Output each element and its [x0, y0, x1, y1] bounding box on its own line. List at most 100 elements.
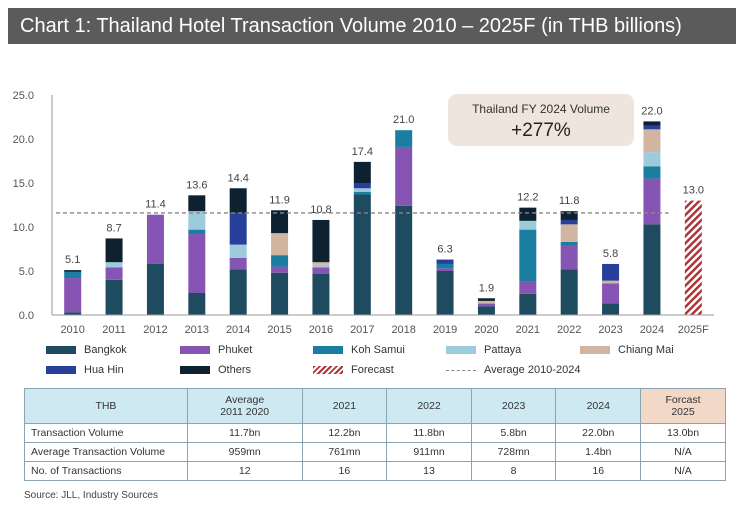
bar-total-label: 22.0: [641, 105, 662, 117]
bar-total-label: 13.0: [683, 185, 704, 197]
bar-segment-others: [353, 161, 371, 183]
bar-segment-others: [105, 238, 123, 263]
bar-total-label: 14.4: [227, 172, 248, 184]
table-header-row: THB Average 2011 2020 2021 2022 2023 2024 Forca…: [24, 388, 726, 424]
legend-item-phuket: Phuket: [180, 344, 252, 356]
legend-label: Bangkok: [84, 344, 127, 356]
bar-segment-pattaya: [229, 244, 247, 258]
bar-segment-pattaya: [312, 264, 330, 268]
legend-swatch: [580, 346, 610, 354]
legend-swatch: [46, 366, 76, 374]
bar-segment-hua-hin: [353, 183, 371, 189]
table-cell: 8: [470, 461, 557, 481]
bar-segment-others: [188, 195, 206, 212]
bar-segment-phuket: [146, 214, 164, 264]
bar-segment-phuket: [436, 268, 454, 271]
bar-total-label: 11.4: [145, 199, 166, 211]
y-tick-label: 20.0: [13, 134, 34, 146]
legend-label: Others: [218, 364, 252, 376]
bar-segment-bangkok: [353, 194, 371, 315]
table-cell: 1.4bn: [555, 442, 642, 462]
table-cell: 16: [555, 461, 642, 481]
table-cell: 11.7bn: [186, 423, 303, 443]
x-tick-label: 2025F: [678, 324, 709, 336]
table-cell: 5.8bn: [470, 423, 557, 443]
legend-label: Pattaya: [484, 344, 522, 356]
legend-swatch: [180, 346, 210, 354]
legend-swatch: [446, 346, 476, 354]
bar-segment-others: [519, 207, 537, 221]
x-tick-label: 2018: [391, 324, 415, 336]
bar-segment-phuket: [477, 303, 495, 307]
x-tick-label: 2023: [598, 324, 622, 336]
table-cell: 12: [186, 461, 303, 481]
bar-segment-pattaya: [188, 211, 206, 230]
bar-segment-phuket: [602, 283, 620, 304]
legend-swatch: [313, 366, 343, 374]
bar-segment-phuket: [519, 281, 537, 294]
bar-total-label: 17.4: [352, 146, 373, 158]
x-tick-label: 2019: [433, 324, 457, 336]
bar-segment-chiang-mai: [271, 233, 289, 256]
table-row: Average Transaction Volume 959mn 761mn 911m…: [24, 442, 726, 462]
bar-total-label: 6.3: [437, 244, 452, 256]
bar-segment-pattaya: [519, 220, 537, 230]
bar-segment-chiang-mai: [312, 262, 330, 265]
legend-item-pattaya: Pattaya: [446, 344, 521, 356]
y-tick-label: 25.0: [13, 90, 34, 102]
bar-segment-others: [271, 210, 289, 234]
bar-segment-koh-samui: [353, 191, 371, 195]
bar-segment-koh-samui: [271, 255, 289, 267]
y-tick-label: 15.0: [13, 178, 34, 190]
table-cell: 761mn: [301, 442, 388, 462]
x-tick-label: 2024: [640, 324, 664, 336]
y-axis: 0.0 5.0 10.0 15.0 20.0 25.0: [13, 90, 53, 322]
bar-segment-pattaya: [105, 262, 123, 268]
bar-segment-koh-samui: [64, 271, 82, 279]
bar-segment-chiang-mai: [560, 224, 578, 242]
legend-item-koh-samui: Koh Samui: [313, 344, 405, 356]
bar-segment-hua-hin: [602, 263, 620, 281]
bar-segment-others: [312, 219, 330, 263]
x-tick-label: 2021: [516, 324, 540, 336]
table-cell: 959mn: [186, 442, 303, 462]
bar-total-label: 5.1: [65, 254, 80, 266]
bar-segment-bangkok: [602, 303, 620, 315]
bar-segment-koh-samui: [560, 241, 578, 246]
bar-segment-koh-samui: [519, 229, 537, 282]
legend-item-average-2010-2024: Average 2010-2024: [446, 364, 580, 376]
bar-chart: 0.05.010.015.020.025.0 2010 2011 2012 2013 2…: [13, 90, 714, 336]
legend-swatch: [46, 346, 76, 354]
table-header-cell: 2022: [386, 388, 472, 424]
bar-segment-bangkok: [519, 293, 537, 315]
bar-total-label: 1.9: [479, 282, 494, 294]
annotation-line1: Thailand FY 2024 Volume: [472, 102, 610, 116]
legend-label: Hua Hin: [84, 364, 124, 376]
table-cell: 22.0bn: [555, 423, 642, 443]
bar-segment-phuket: [560, 245, 578, 270]
bar-segment-phuket: [105, 267, 123, 280]
x-tick-label: 2015: [267, 324, 291, 336]
bar-total-label: 11.9: [269, 194, 290, 206]
bar-segment-others: [643, 121, 661, 126]
bar-segment-phuket: [229, 257, 247, 270]
x-tick-label: 2016: [309, 324, 333, 336]
x-tick-label: 2013: [185, 324, 209, 336]
table-row-label: Transaction Volume: [24, 423, 188, 443]
table-row-label: No. of Transactions: [24, 461, 188, 481]
legend-item-hua-hin: Hua Hin: [46, 364, 124, 376]
bar-segment-koh-samui: [395, 130, 413, 147]
bar-segment-bangkok: [105, 279, 123, 315]
bar-segment-koh-samui: [188, 229, 206, 235]
bar-segment-bangkok: [395, 205, 413, 315]
bar-stacks: [64, 121, 702, 315]
bar-segment-bangkok: [271, 272, 289, 315]
table-cell: 12.2bn: [301, 423, 388, 443]
bar-segment-koh-samui: [436, 263, 454, 269]
x-tick-label: 2020: [474, 324, 498, 336]
source-note: Source: JLL, Industry Sources: [24, 490, 158, 501]
bar-segment-phuket: [395, 146, 413, 206]
annotation-callout: Thailand FY 2024 Volume +277%: [448, 94, 634, 146]
legend-swatch: [313, 346, 343, 354]
bar-segment-hua-hin: [436, 259, 454, 264]
